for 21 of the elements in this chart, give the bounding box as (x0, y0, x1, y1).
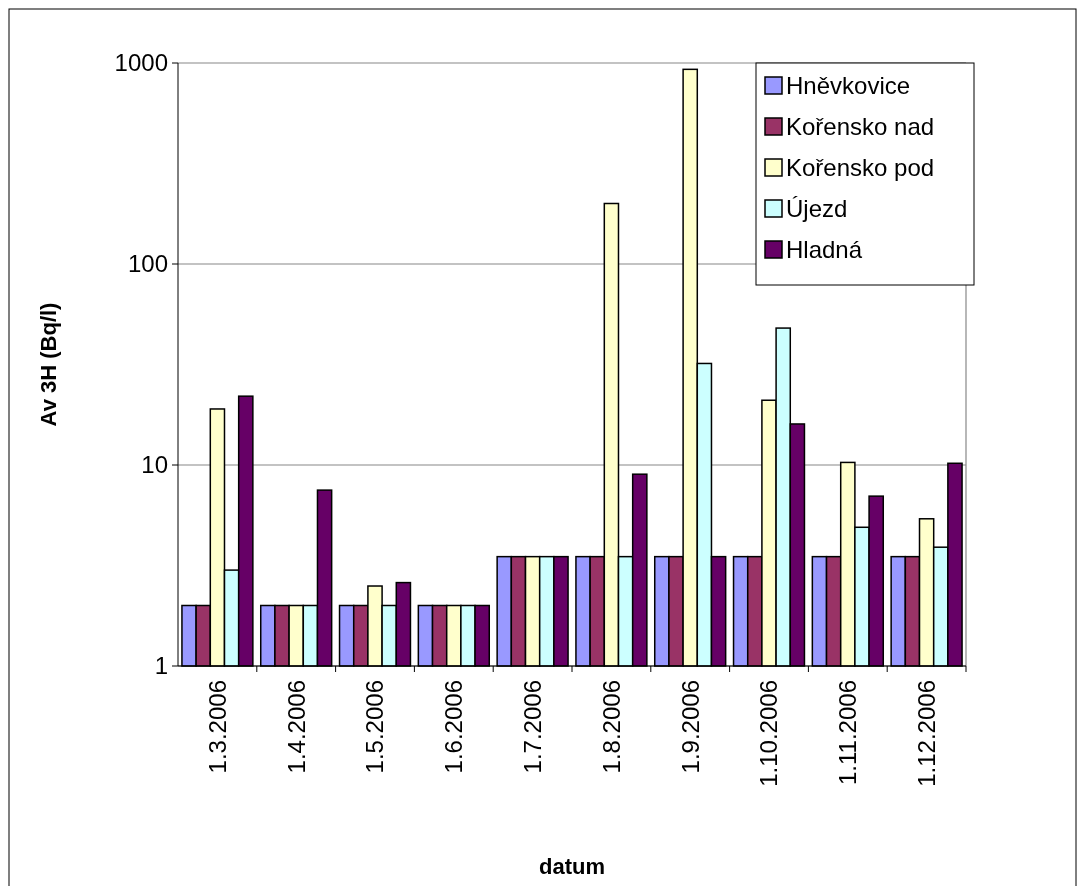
x-axis-title: datum (539, 854, 605, 879)
legend-label: Hladná (786, 236, 863, 264)
x-tick-label: 1.8.2006 (597, 680, 625, 774)
legend-label: Újezd (786, 195, 848, 223)
x-tick-label: 1.3.2006 (203, 680, 231, 774)
x-tick-label: 1.10.2006 (755, 680, 783, 787)
x-tick-label: 1.9.2006 (676, 680, 704, 774)
legend-label: Kořensko nad (786, 113, 935, 141)
x-tick-label: 1.11.2006 (834, 680, 862, 785)
y-axis-title: Av 3H (Bq/l) (36, 302, 61, 427)
x-tick-label: 1.4.2006 (282, 680, 310, 774)
legend-label: Hněvkovice (786, 72, 911, 100)
x-tick-label: 1.12.2006 (913, 680, 940, 787)
y-tick-label: 1 (154, 652, 168, 680)
x-tick-label: 1.5.2006 (361, 680, 389, 774)
x-tick-label: 1.6.2006 (440, 680, 468, 774)
y-tick-label: 10 (141, 451, 168, 479)
x-tick-label: 1.7.2006 (519, 680, 546, 774)
y-tick-label: 1000 (114, 49, 168, 77)
legend-label: Kořensko pod (786, 154, 935, 182)
y-tick-label: 100 (127, 250, 168, 278)
